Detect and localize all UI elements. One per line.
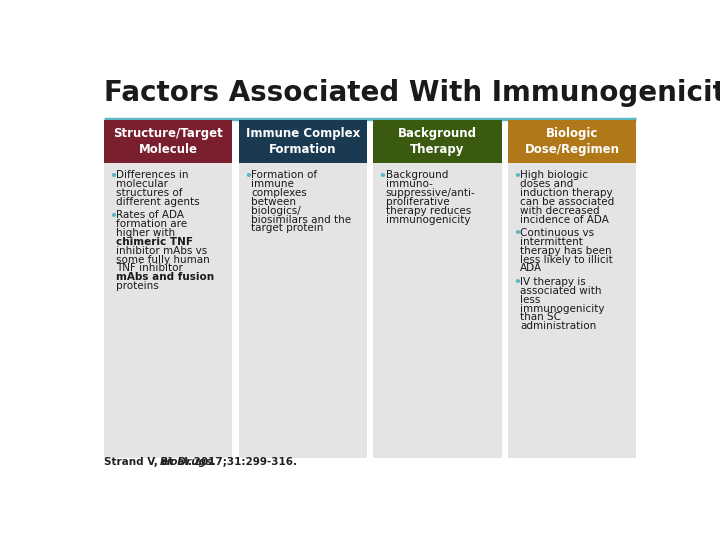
Text: •: • [109,170,117,183]
Text: Structure/Target
Molecule: Structure/Target Molecule [113,127,223,156]
Text: ADA: ADA [521,264,542,273]
Text: •: • [513,227,521,240]
Text: Rates of ADA: Rates of ADA [117,211,184,220]
Bar [508,163,636,457]
Text: suppressive/anti-: suppressive/anti- [386,188,475,198]
Bar [373,120,502,163]
Text: Differences in: Differences in [117,170,189,180]
Text: formation are: formation are [117,219,187,229]
Text: target protein: target protein [251,224,323,233]
Text: immune: immune [251,179,294,189]
Text: higher with: higher with [117,228,176,238]
Text: •: • [513,170,521,183]
Text: administration: administration [521,321,597,331]
Text: biologics/: biologics/ [251,206,301,215]
Text: less likely to illicit: less likely to illicit [521,254,613,265]
Text: between: between [251,197,296,207]
Text: •: • [244,170,252,183]
Text: 2017;31:299-316.: 2017;31:299-316. [189,457,297,467]
Bar [104,120,233,163]
Text: immunogenicity: immunogenicity [386,214,470,225]
Text: Continuous vs: Continuous vs [521,228,595,238]
Text: than SC: than SC [521,312,562,322]
Text: doses and: doses and [521,179,574,189]
Text: •: • [513,276,521,289]
Text: •: • [109,210,117,222]
Text: TNF inhibitor: TNF inhibitor [117,264,183,273]
Text: inhibitor mAbs vs: inhibitor mAbs vs [117,246,207,256]
Text: •: • [379,170,387,183]
Text: immuno-: immuno- [386,179,433,189]
Text: chimeric TNF: chimeric TNF [117,237,194,247]
Bar [238,120,367,163]
Text: complexes: complexes [251,188,307,198]
Text: Strand V, et al.: Strand V, et al. [104,457,196,467]
Text: BioDrugs.: BioDrugs. [160,457,217,467]
Bar [508,120,636,163]
Text: Biologic
Dose/Regimen: Biologic Dose/Regimen [525,127,620,156]
Text: therapy has been: therapy has been [521,246,612,256]
Text: therapy reduces: therapy reduces [386,206,471,215]
Text: Background
Therapy: Background Therapy [398,127,477,156]
Text: molecular: molecular [117,179,168,189]
Text: proliferative: proliferative [386,197,449,207]
Text: can be associated: can be associated [521,197,615,207]
Bar [238,163,367,457]
Text: induction therapy: induction therapy [521,188,613,198]
Text: IV therapy is: IV therapy is [521,277,586,287]
Text: Background: Background [386,170,448,180]
Text: some fully human: some fully human [117,254,210,265]
Text: Immune Complex
Formation: Immune Complex Formation [246,127,360,156]
Text: Factors Associated With Immunogenicity: Factors Associated With Immunogenicity [104,79,720,107]
Text: biosimilars and the: biosimilars and the [251,214,351,225]
Text: associated with: associated with [521,286,602,296]
Text: intermittent: intermittent [521,237,583,247]
Text: structures of: structures of [117,188,183,198]
Text: different agents: different agents [117,197,200,207]
Text: incidence of ADA: incidence of ADA [521,214,609,225]
Text: mAbs and fusion: mAbs and fusion [117,272,215,282]
Text: less: less [521,295,541,305]
Bar [373,163,502,457]
Text: immunogenicity: immunogenicity [521,303,605,314]
Text: Formation of: Formation of [251,170,317,180]
Bar [104,163,233,457]
Text: proteins: proteins [117,281,159,291]
Text: with decreased: with decreased [521,206,600,215]
Text: High biologic: High biologic [521,170,588,180]
